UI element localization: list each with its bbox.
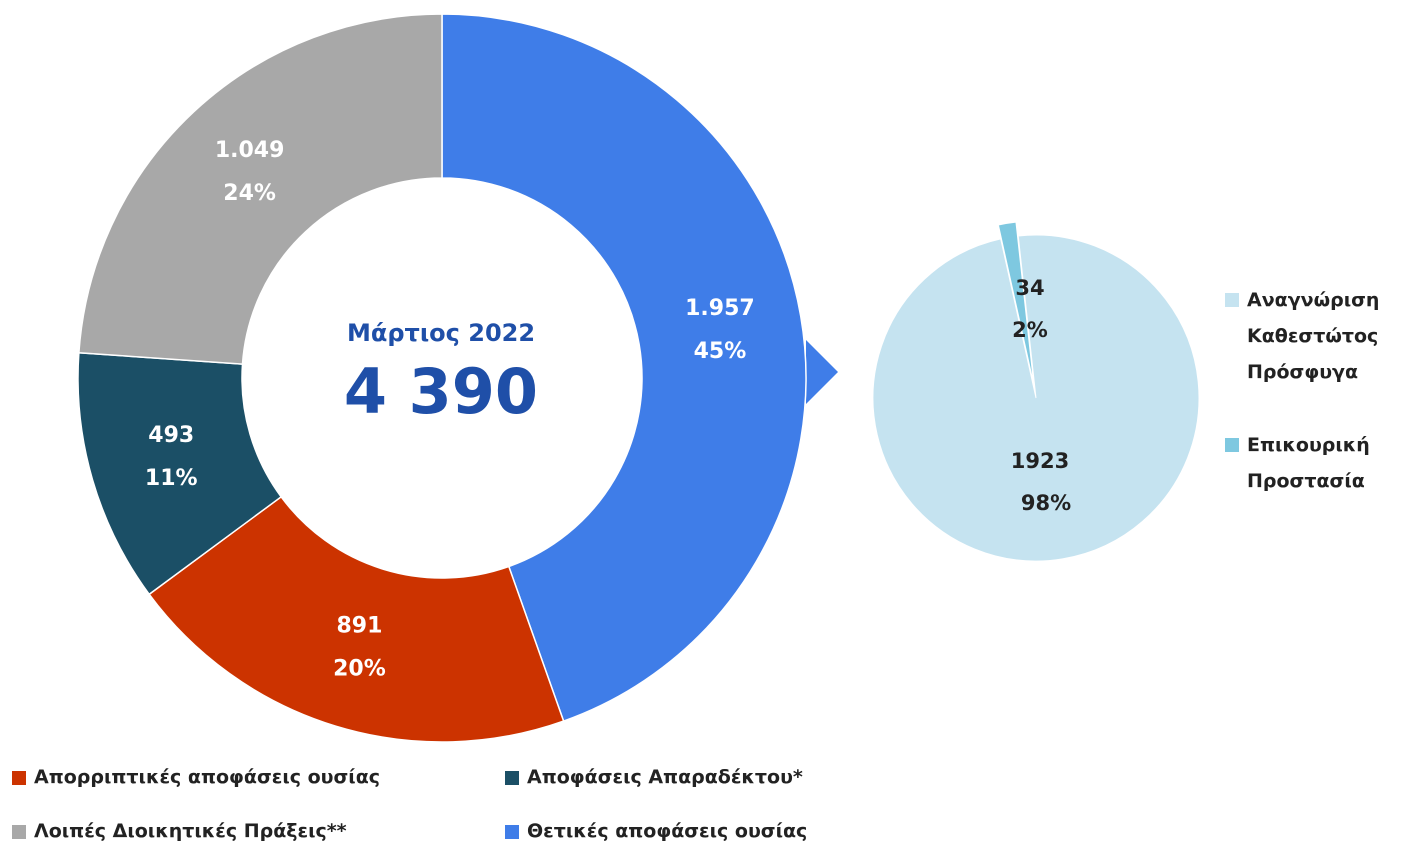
legend-item: Θετικές αποφάσεις ουσίας: [505, 820, 807, 842]
pie-slice: [872, 234, 1200, 562]
legend-label: Λοιπές Διοικητικές Πράξεις**: [34, 820, 347, 842]
donut: 1.957 45% 891 20% 493 11% 1.049 24%: [77, 13, 807, 743]
donut-segment: [441, 13, 807, 723]
value-label: 1.049: [215, 138, 285, 163]
donut-segment: [148, 495, 565, 743]
legend-label: Αναγνώριση Καθεστώτος Πρόσφυγα: [1247, 289, 1380, 383]
percent-label: 24%: [223, 181, 276, 206]
percent-label: 45%: [694, 339, 747, 364]
center-title: Μάρτιος 2022: [347, 319, 535, 347]
value-label: 891: [337, 614, 383, 639]
legend-swatch: [12, 825, 26, 839]
legend-item: Απορριπτικές αποφάσεις ουσίας: [12, 766, 380, 788]
legend-swatch: [505, 825, 519, 839]
legend-swatch: [1225, 293, 1239, 307]
legend-swatch: [12, 771, 26, 785]
legend-label: Επικουρική Προστασία: [1247, 434, 1370, 492]
pie-slice: [997, 221, 1035, 385]
value-label: 1923: [1011, 449, 1069, 473]
legend-label: Απορριπτικές αποφάσεις ουσίας: [34, 766, 381, 788]
legend-item: Επικουρική Προστασία: [1225, 427, 1395, 499]
value-label: 1.957: [685, 296, 755, 321]
legend-label: Θετικές αποφάσεις ουσίας: [527, 820, 808, 842]
legend-item: Αποφάσεις Απαραδέκτου*: [505, 766, 803, 788]
pie: 1923 98% 34 2%: [872, 221, 1200, 562]
percent-label: 11%: [145, 466, 198, 491]
legend-item: Αναγνώριση Καθεστώτος Πρόσφυγα: [1225, 282, 1395, 390]
donut-segment: [78, 13, 443, 365]
legend-swatch: [1225, 438, 1239, 452]
connector: [806, 340, 838, 404]
legend-item: Λοιπές Διοικητικές Πράξεις**: [12, 820, 347, 842]
value-label: 34: [1015, 276, 1044, 300]
value-label: 493: [148, 423, 194, 448]
percent-label: 98%: [1021, 491, 1071, 515]
legend-swatch: [505, 771, 519, 785]
donut-segment: [77, 351, 283, 596]
percent-label: 2%: [1012, 318, 1048, 342]
center-value: 4 390: [344, 355, 538, 428]
legend-label: Αποφάσεις Απαραδέκτου*: [527, 766, 803, 788]
percent-label: 20%: [333, 657, 386, 682]
